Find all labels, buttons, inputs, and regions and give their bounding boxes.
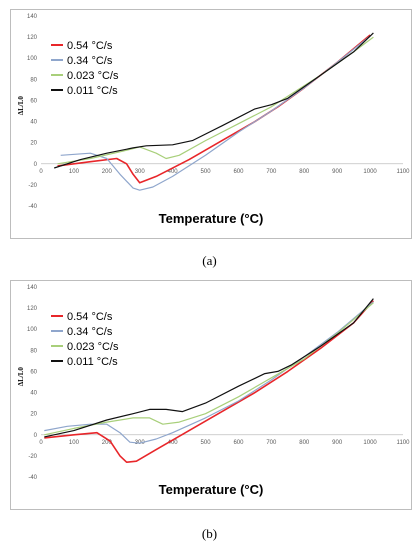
y-tick-label: -20	[28, 454, 37, 460]
x-tick-label: 1000	[363, 440, 377, 446]
legend-label-4: 0.011 °C/s	[67, 85, 118, 97]
y-axis-label: ΔL/L0	[17, 96, 25, 116]
y-tick-label: -20	[28, 183, 37, 189]
x-tick-label: 0	[39, 440, 43, 446]
y-tick-label: 80	[30, 348, 37, 354]
y-axis-label: ΔL/L0	[17, 367, 25, 387]
y-tick-label: 60	[30, 98, 37, 104]
x-tick-label: 400	[168, 440, 179, 446]
legend-label-3: 0.023 °C/s	[67, 341, 119, 353]
chart-a-svg: -40 -20 0 20 40 60 80 100 120 140 0 100 200 300 400 500…	[17, 14, 411, 226]
caption-b: (b)	[201, 526, 218, 541]
caption-a: (a)	[202, 253, 217, 268]
legend-label-3: 0.023 °C/s	[67, 70, 119, 82]
x-tick-label: 1100	[397, 169, 411, 175]
x-tick-label: 100	[69, 440, 80, 446]
x-tick-label: 200	[102, 169, 113, 175]
legend-label-1: 0.54 °C/s	[67, 311, 113, 323]
y-tick-label: 40	[30, 391, 37, 397]
y-tick-label: 60	[30, 369, 37, 375]
y-tick-label: 120	[27, 306, 38, 312]
chart-panel-a: -40 -20 0 20 40 60 80 100 120 140 0 100 200 300 400 500…	[10, 9, 412, 239]
series-line-2	[44, 301, 374, 444]
x-tick-label: 800	[299, 440, 310, 446]
series-line-4	[54, 32, 374, 169]
y-tick-label: 0	[34, 433, 38, 439]
y-tick-label: -40	[28, 204, 37, 210]
y-tick-label: 40	[30, 120, 37, 126]
series-line-2	[60, 35, 371, 191]
legend-label-2: 0.34 °C/s	[67, 326, 113, 338]
x-tick-label: 500	[201, 169, 212, 175]
x-tick-label: 500	[201, 440, 212, 446]
x-tick-label: 200	[102, 440, 113, 446]
x-tick-label: 800	[299, 169, 310, 175]
x-tick-label: 300	[135, 169, 146, 175]
x-tick-label: 900	[332, 169, 343, 175]
x-tick-label: 700	[266, 169, 277, 175]
y-tick-label: 20	[30, 412, 37, 418]
legend-label-4: 0.011 °C/s	[67, 356, 118, 368]
x-tick-label: 700	[266, 440, 277, 446]
legend-label-1: 0.54 °C/s	[67, 40, 113, 52]
y-tick-label: 140	[27, 14, 38, 20]
x-axis-label: Temperature (°C)	[159, 482, 264, 497]
series-line-1	[44, 300, 374, 463]
x-tick-label: 400	[168, 169, 179, 175]
y-tick-label: 100	[27, 327, 38, 333]
x-tick-label: 1100	[397, 440, 411, 446]
y-tick-label: 140	[27, 285, 38, 291]
chart-panel-b: -40 -20 0 20 40 60 80 100 120 140 0 100 200 300 400 500…	[10, 280, 412, 510]
y-tick-label: 80	[30, 77, 37, 83]
x-tick-label: 600	[233, 440, 244, 446]
series-line-4	[44, 298, 374, 438]
y-tick-label: 120	[27, 35, 38, 41]
x-tick-label: 0	[39, 169, 43, 175]
x-tick-label: 100	[69, 169, 80, 175]
y-tick-label: 0	[34, 162, 38, 168]
x-tick-label: 600	[233, 169, 244, 175]
y-tick-label: -40	[28, 475, 37, 481]
x-tick-label: 900	[332, 440, 343, 446]
legend-label-2: 0.34 °C/s	[67, 55, 113, 67]
y-tick-label: 100	[27, 56, 38, 62]
x-tick-label: 1000	[363, 169, 377, 175]
series-line-3	[44, 302, 374, 436]
x-axis-label: Temperature (°C)	[159, 211, 264, 226]
y-tick-label: 20	[30, 141, 37, 147]
